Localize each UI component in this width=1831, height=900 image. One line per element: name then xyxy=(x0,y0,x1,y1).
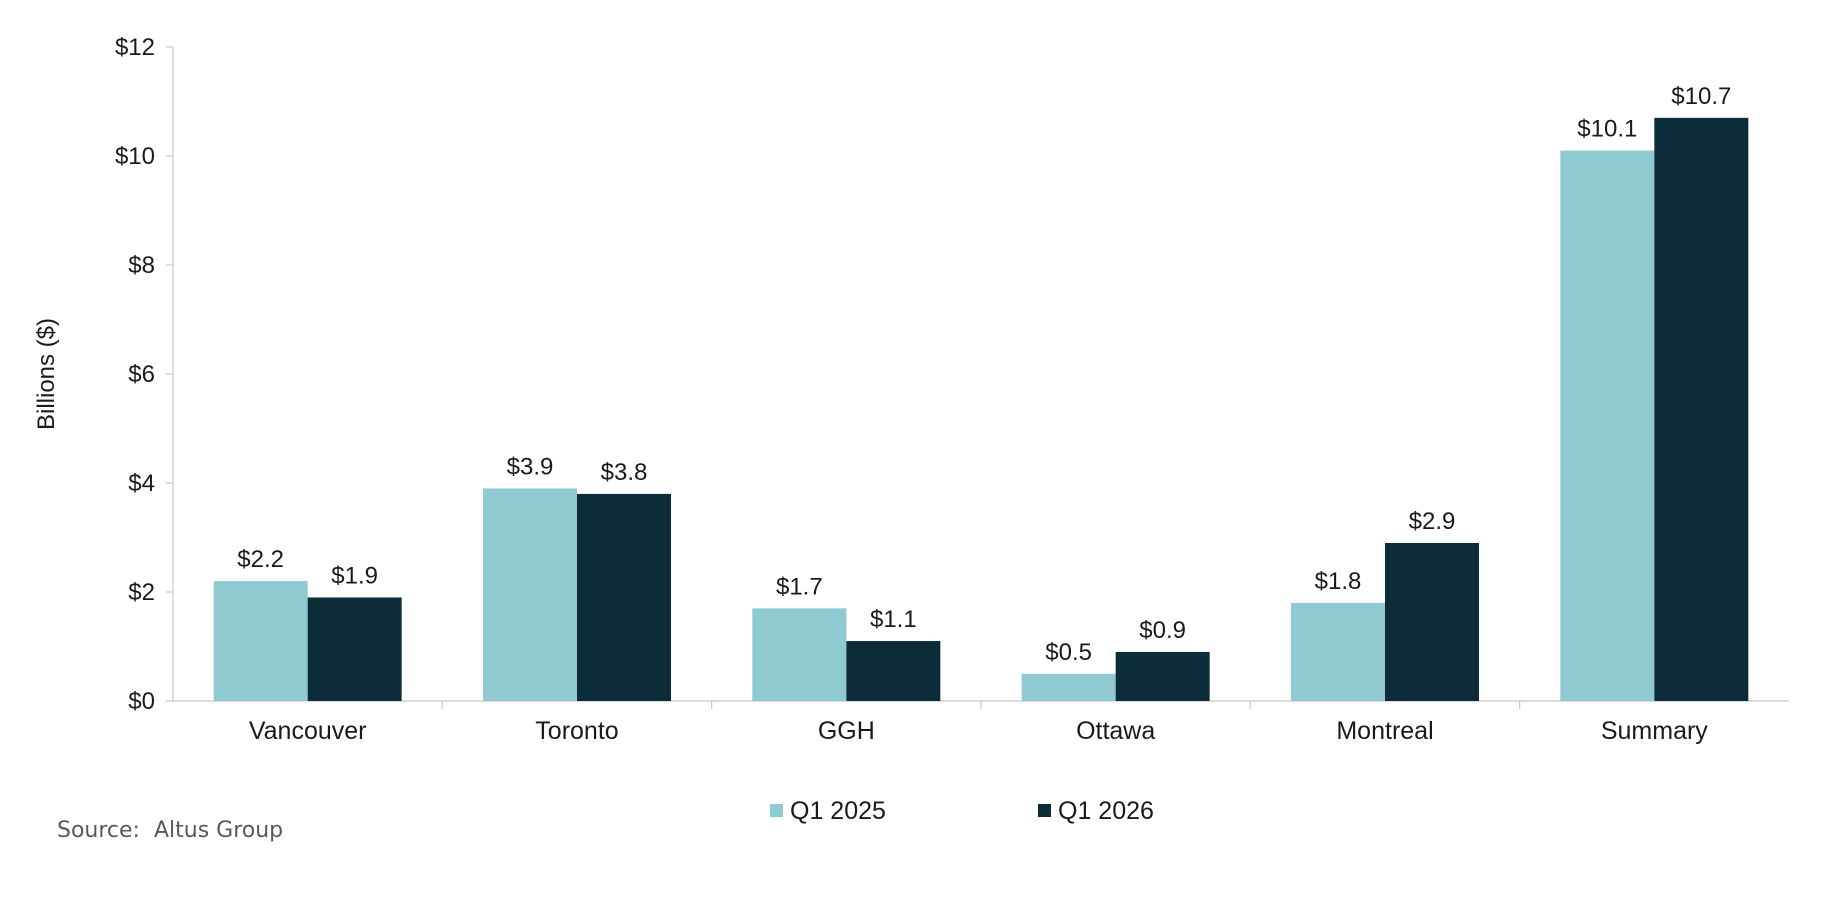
data-label: $3.9 xyxy=(507,453,554,480)
category-label: Ottawa xyxy=(1076,717,1155,745)
bar-vancouver-q1-2025 xyxy=(213,581,308,701)
bar-ottawa-q1-2026 xyxy=(1115,651,1210,701)
legend-swatch-q1-2025 xyxy=(770,804,783,817)
category-label: Vancouver xyxy=(249,717,367,745)
category-label: GGH xyxy=(818,717,875,745)
y-tick-label: $6 xyxy=(128,361,155,388)
bar-montreal-q1-2025 xyxy=(1291,602,1385,701)
y-axis-ticks: $0 $2 $4 $6 $8 $10 $12 xyxy=(115,34,173,715)
data-label: $2.9 xyxy=(1409,508,1456,535)
y-tick-label: $8 xyxy=(128,252,155,279)
data-label: $3.8 xyxy=(601,459,648,486)
data-label: $2.2 xyxy=(237,546,284,573)
category-label: Montreal xyxy=(1336,717,1433,745)
data-label: $10.1 xyxy=(1577,116,1637,143)
legend: Q1 2025 Q1 2026 xyxy=(770,797,1154,825)
bar-summary-q1-2026 xyxy=(1654,117,1749,702)
bars xyxy=(213,117,1749,702)
bar-toronto-q1-2026 xyxy=(577,493,671,701)
category-labels: Vancouver Toronto GGH Ottawa Montreal Summary xyxy=(249,717,1708,745)
bar-ggh-q1-2025 xyxy=(752,608,847,701)
legend-label: Q1 2025 xyxy=(790,797,886,825)
y-tick-label: $2 xyxy=(128,579,155,606)
bar-montreal-q1-2026 xyxy=(1385,542,1479,701)
bar-summary-q1-2025 xyxy=(1560,150,1655,702)
y-tick-label: $12 xyxy=(115,34,155,61)
category-label: Summary xyxy=(1601,717,1708,745)
data-labels: $2.2 $1.9 $3.9 $3.8 $1.7 $1.1 $0.5 $0.9 $1.8 $2.9… xyxy=(237,83,1731,666)
data-label: $1.8 xyxy=(1315,568,1362,595)
source-note: Source: Altus Group xyxy=(57,818,284,843)
data-label: $10.7 xyxy=(1671,83,1731,110)
bar-vancouver-q1-2026 xyxy=(307,597,402,701)
y-axis-title: Billions ($) xyxy=(33,318,60,430)
bar-ggh-q1-2026 xyxy=(846,641,941,701)
data-label: $1.1 xyxy=(870,606,917,633)
category-label: Toronto xyxy=(535,717,618,745)
y-tick-label: $4 xyxy=(128,470,155,497)
y-tick-label: $10 xyxy=(115,143,155,170)
data-label: $1.7 xyxy=(776,573,823,600)
x-axis-ticks xyxy=(441,701,1521,709)
legend-swatch-q1-2026 xyxy=(1038,804,1051,817)
bar-ottawa-q1-2025 xyxy=(1021,673,1116,701)
data-label: $0.5 xyxy=(1045,639,1092,666)
data-label: $0.9 xyxy=(1139,617,1186,644)
data-label: $1.9 xyxy=(331,562,378,589)
legend-label: Q1 2026 xyxy=(1058,797,1154,825)
y-tick-label: $0 xyxy=(128,688,155,715)
bar-toronto-q1-2025 xyxy=(483,488,577,701)
